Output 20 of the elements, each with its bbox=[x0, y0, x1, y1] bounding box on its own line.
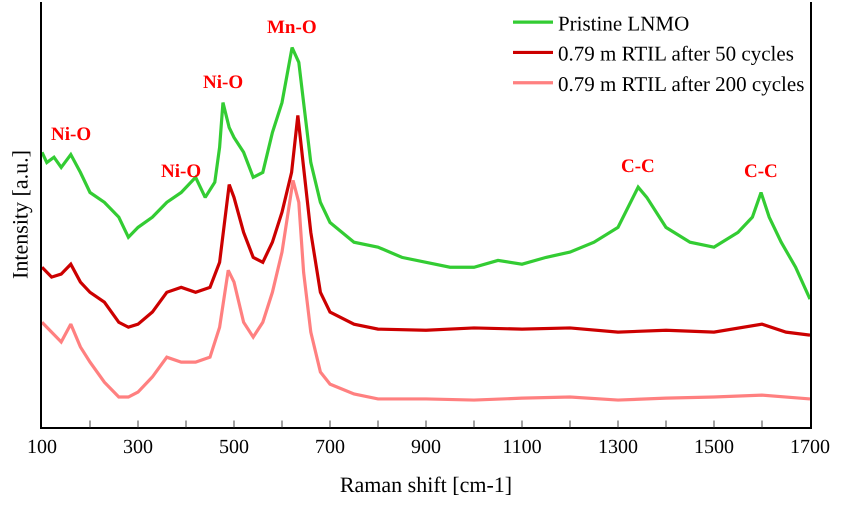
legend-label: 0.79 m RTIL after 200 cycles bbox=[558, 72, 804, 96]
x-axis-title: Raman shift [cm-1] bbox=[340, 472, 512, 498]
x-tick-label: 900 bbox=[411, 436, 441, 458]
x-tick-label: 1700 bbox=[790, 436, 830, 458]
x-tick-label: 500 bbox=[219, 436, 249, 458]
legend-label: 0.79 m RTIL after 50 cycles bbox=[558, 42, 794, 66]
y-axis-title: Intensity [a.u.] bbox=[8, 150, 33, 279]
x-tick-label: 300 bbox=[123, 436, 153, 458]
x-tick-label: 100 bbox=[27, 436, 57, 458]
annotation: Mn-O bbox=[267, 17, 317, 38]
annotation: Ni-O bbox=[203, 72, 244, 93]
legend-label: Pristine LNMO bbox=[558, 11, 690, 36]
x-tick-label: 1100 bbox=[502, 436, 542, 458]
annotation: C-C bbox=[621, 156, 655, 177]
annotation: Ni-O bbox=[161, 161, 202, 182]
x-tick-label: 1500 bbox=[694, 436, 734, 458]
x-tick-label: 700 bbox=[315, 436, 345, 458]
annotation: Ni-O bbox=[51, 124, 92, 145]
x-tick-label: 1300 bbox=[598, 436, 638, 458]
annotation: C-C bbox=[744, 161, 778, 182]
